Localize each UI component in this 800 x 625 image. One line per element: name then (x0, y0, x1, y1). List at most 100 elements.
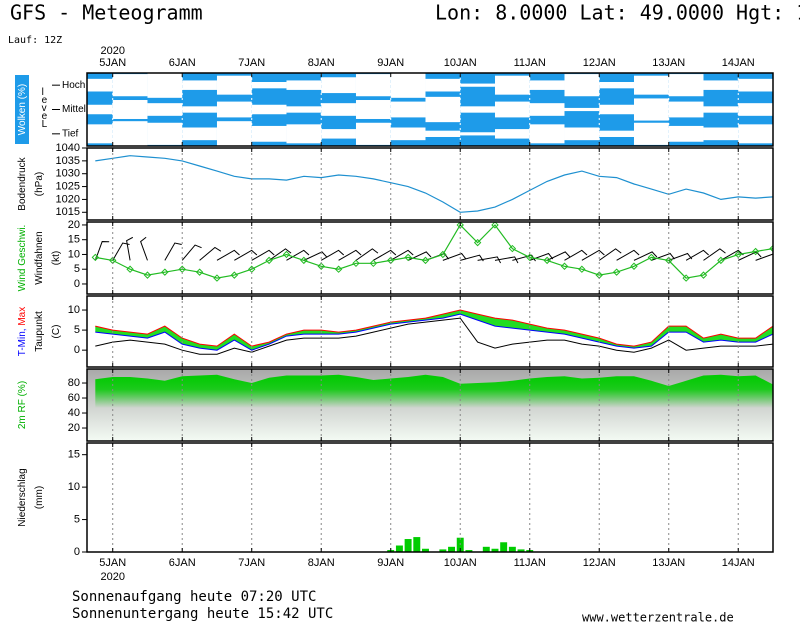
x-tick-label: 9JAN (377, 57, 404, 69)
y-axis-label-part: Wind Geschwi. (17, 225, 28, 292)
wind-barb (546, 251, 571, 261)
wind-barb (234, 249, 258, 261)
y-tick-label: 1030 (56, 168, 80, 180)
clear-sky (599, 130, 634, 137)
wind-barb (338, 249, 362, 261)
clear-sky (460, 132, 495, 136)
y-axis-label: Windfahnen (34, 231, 45, 284)
level-label: Mittel (62, 104, 86, 115)
wind-barb (668, 252, 693, 261)
wind-marker (647, 253, 656, 262)
clear-sky (668, 101, 704, 118)
clear-sky (147, 122, 183, 145)
clear-sky (703, 80, 739, 90)
x-tick-label: 12JAN (583, 57, 616, 69)
x-tick-label: 10JAN (444, 57, 477, 69)
y-axis-label-part: T-Min, (17, 328, 28, 356)
clear-sky (286, 106, 322, 113)
clear-sky (494, 101, 530, 118)
wind-marker (161, 268, 169, 276)
clear-sky (599, 82, 634, 89)
y-axis-label: Wolken (%) (17, 84, 28, 136)
x-tick-label: 10JAN (444, 557, 477, 569)
precip-bar (404, 539, 412, 552)
panel (95, 148, 773, 220)
clear-sky (738, 124, 773, 144)
y-axis-label: Bodendruck (17, 156, 28, 210)
x-tick-label: 11JAN (514, 57, 546, 69)
clear-sky (112, 121, 148, 146)
x-tick-label: 14JAN (722, 57, 755, 69)
y-tick-label: 20 (68, 422, 80, 434)
y-tick-label: 10 (68, 481, 80, 493)
y-axis-label: L e v e l (42, 86, 48, 129)
temp-line (95, 317, 773, 355)
x-tick-label: 6JAN (169, 57, 196, 69)
x-tick-label: 14JAN (722, 557, 755, 569)
clear-sky (87, 104, 113, 115)
year: 2020 (100, 571, 124, 583)
clear-sky (321, 103, 356, 116)
location: Lon: 8.0000 Lat: 49.0000 Hgt: 18 (435, 1, 800, 25)
y-axis-label: Wind Geschwi. (17, 225, 28, 292)
year: 2020 (100, 45, 124, 57)
clear-sky (599, 104, 634, 115)
clear-sky (564, 74, 600, 97)
x-tick-label: 9JAN (377, 557, 404, 569)
clear-sky (529, 80, 565, 90)
wind-marker (578, 265, 586, 273)
y-axis-label-part: (mm) (34, 486, 45, 509)
panel-border (86, 221, 774, 295)
wind-marker (508, 244, 517, 253)
y-axis-label: (mm) (34, 486, 45, 509)
y-tick-label: 15 (68, 234, 80, 246)
wind-barb (598, 248, 622, 261)
clear-sky (286, 124, 322, 144)
wind-barb (373, 249, 397, 261)
precip-bar (422, 548, 429, 552)
wind-barb (181, 244, 202, 261)
y-axis-label-part: (C) (51, 325, 62, 339)
y-tick-label: 5 (74, 324, 80, 336)
level-label: Hoch (62, 80, 85, 91)
precip-bar (413, 537, 421, 552)
wind-marker (352, 259, 360, 268)
wind-marker (630, 262, 638, 270)
clear-sky (251, 104, 287, 115)
panel (112, 443, 739, 552)
clear-sky (286, 80, 322, 90)
wind-marker (143, 271, 152, 279)
clear-sky (321, 129, 356, 139)
wind-barb (199, 246, 222, 261)
x-tick-label: 8JAN (308, 57, 335, 69)
wind-marker (369, 259, 378, 268)
y-tick-label: 5 (74, 513, 80, 525)
wind-marker (195, 268, 204, 276)
y-axis-label-part: L e v e l (42, 86, 48, 129)
sunrise: Sonnenaufgang heute 07:20 UTC (72, 589, 316, 605)
wind-marker (491, 222, 499, 229)
clear-sky (425, 78, 461, 92)
sunset: Sonnenuntergang heute 15:42 UTC (72, 606, 333, 622)
wind-marker (421, 256, 430, 265)
wind-marker (439, 250, 447, 259)
wind-marker (526, 253, 534, 262)
precip-bar (500, 542, 508, 552)
wind-barb (581, 249, 605, 261)
clear-sky (390, 73, 426, 98)
wind-barb (616, 249, 640, 261)
wind-marker (612, 268, 621, 276)
clear-sky (460, 106, 495, 113)
wind-barb (494, 256, 519, 264)
temp-line (95, 313, 773, 351)
wind-marker (282, 250, 291, 259)
y-axis-label: (C) (51, 325, 62, 339)
wind-marker (334, 265, 343, 273)
clear-sky (251, 82, 287, 89)
wind-barb (164, 242, 182, 261)
y-tick-label: 1035 (56, 155, 80, 167)
clear-sky (355, 100, 391, 119)
wind-barb (477, 256, 502, 264)
wind-marker (91, 253, 100, 262)
wind-marker (230, 271, 239, 279)
